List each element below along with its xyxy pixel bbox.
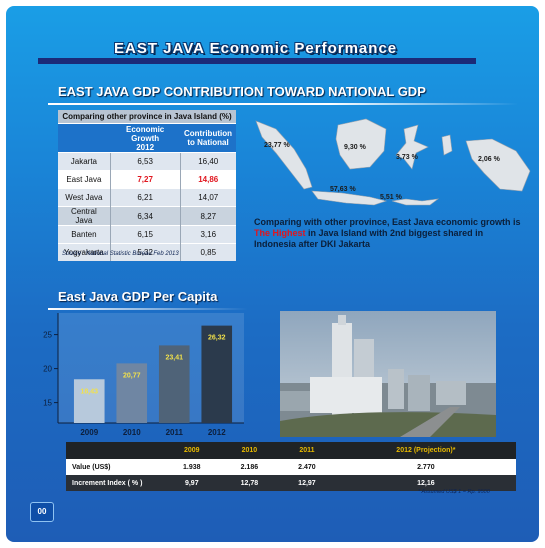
contribution-value: 0,85 [179, 243, 236, 261]
year-header: 2009 [163, 442, 221, 459]
map-label: 2,06 % [478, 156, 501, 163]
city-skyline-photo [280, 311, 496, 437]
growth-value: 6,21 [109, 188, 180, 207]
table-header-growth: Economic Growth 2012 [110, 123, 180, 153]
map-label: 57,63 % [330, 186, 356, 193]
data-source-note: Source : National Statistic Bureau Feb 2… [62, 251, 179, 257]
province-name: Central Java [58, 206, 111, 226]
contribution-value: 14,07 [179, 188, 236, 207]
comment-text: Comparing with other province, East Java… [254, 217, 521, 227]
bar-value-label: 23,41 [165, 354, 183, 361]
page-title: EAST JAVA Economic Performance [114, 40, 398, 57]
sumatra-island [255, 120, 313, 190]
y-tick-label: 15 [43, 399, 52, 408]
java-island [311, 190, 388, 206]
province-name: Yogyakarta [58, 243, 111, 261]
map-comment: Comparing with other province, East Java… [254, 217, 524, 250]
per-capita-title: East Java GDP Per Capita [58, 289, 218, 304]
table-row: Yogyakarta 5,32 0,85 [58, 243, 236, 261]
per-capita-bar-chart: 15 20 25 18,43 2009 20,77 2010 23,41 2011 26,32 20… [43, 313, 244, 437]
map-label: 9,30 % [344, 144, 367, 151]
x-tick-label: 2009 [80, 428, 98, 437]
row-label: Increment Index ( % ) [66, 475, 163, 491]
table-caption: Comparing other province in Java Island … [58, 110, 236, 124]
bar [201, 325, 233, 423]
currency-note: * Assumed US$ 1 = Rp. 9500 [418, 489, 490, 495]
growth-value: 5,32 [109, 243, 180, 261]
header-growth-line1: Economic Growth [126, 124, 165, 143]
header-contribution-line2: to National [187, 138, 229, 147]
map-label: 23,77 % [264, 142, 290, 149]
row-label: Value (US$) [66, 459, 163, 475]
y-tick-label: 20 [43, 365, 52, 374]
value-cell: 2.770 [335, 459, 516, 475]
bar [73, 379, 105, 423]
gdp-section-divider [48, 103, 518, 105]
table-header-blank [58, 123, 111, 153]
contribution-value: 14,86 [179, 170, 236, 189]
bar-value-label: 18,43 [80, 388, 98, 395]
province-name: East Java [58, 170, 111, 189]
growth-value: 6,15 [109, 225, 180, 244]
per-capita-divider [48, 308, 248, 310]
x-tick-label: 2011 [166, 428, 184, 437]
table-row: Jakarta 6,53 16,40 [58, 152, 236, 171]
title-underline [38, 58, 476, 64]
page-number: 00 [30, 502, 54, 522]
map-label: 5,51 % [380, 194, 403, 201]
x-tick-label: 2012 [208, 428, 226, 437]
bar [158, 345, 190, 423]
maluku-islands [441, 134, 453, 156]
brochure-panel: EAST JAVA Economic Performance EAST JAVA… [6, 6, 539, 542]
growth-value: 7,27 [109, 170, 180, 189]
header-growth-line2: 2012 [136, 142, 155, 152]
indonesia-map-image: 23,77 % 9,30 % 3,73 % 2,06 % 57,63 % 5,5… [255, 118, 531, 206]
comment-text-cont: in Java Island with 2nd biggest shared i… [254, 228, 484, 249]
sulawesi-island [395, 124, 429, 170]
kalimantan-island [335, 118, 387, 170]
table-row: Banten 6,15 3,16 [58, 225, 236, 244]
gdp-section-title: EAST JAVA GDP CONTRIBUTION TOWARD NATION… [58, 84, 426, 99]
gdp-per-capita-table: 2009 2010 2011 2012 (Projection)* Value … [66, 442, 516, 491]
value-cell: 2.470 [278, 459, 336, 475]
province-name: Banten [58, 225, 111, 244]
table-row: Value (US$) 1.938 2.186 2.470 2.770 [66, 459, 516, 475]
growth-value: 6,34 [109, 206, 180, 226]
table-row: Central Java 6,34 8,27 [58, 206, 236, 226]
province-name: Jakarta [58, 152, 111, 171]
value-cell: 12,78 [220, 475, 279, 491]
table-header-contribution: Contribution to National [180, 123, 236, 153]
table-row: Increment Index ( % ) 9,97 12,78 12,97 1… [66, 475, 516, 491]
growth-value: 6,53 [109, 152, 180, 171]
year-header: 2011 [278, 442, 336, 459]
value-cell: 2.186 [220, 459, 279, 475]
value-cell: 9,97 [163, 475, 221, 491]
table-header-blank [66, 442, 163, 459]
contribution-value: 16,40 [179, 152, 236, 171]
bar-value-label: 20,77 [123, 372, 141, 379]
contribution-value: 8,27 [179, 206, 236, 226]
x-tick-label: 2010 [123, 428, 141, 437]
nusa-tenggara-islands [391, 198, 440, 206]
table-row-highlight: East Java 7,27 14,86 [58, 170, 236, 189]
bar [116, 363, 148, 423]
province-comparison-table: Comparing other province in Java Island … [58, 110, 236, 261]
table-row: West Java 6,21 14,07 [58, 188, 236, 207]
value-cell: 12,16 [335, 475, 516, 491]
y-tick-label: 25 [43, 331, 52, 340]
contribution-value: 3,16 [179, 225, 236, 244]
map-label: 3,73 % [396, 154, 419, 161]
value-cell: 12,97 [278, 475, 336, 491]
comment-highlight: The Highest [254, 228, 306, 238]
province-name: West Java [58, 188, 111, 207]
year-header: 2010 [220, 442, 279, 459]
value-cell: 1.938 [163, 459, 221, 475]
header-contribution-line1: Contribution [184, 129, 232, 138]
bar-value-label: 26,32 [208, 335, 226, 342]
year-header: 2012 (Projection)* [335, 442, 516, 459]
papua-island [465, 138, 531, 192]
